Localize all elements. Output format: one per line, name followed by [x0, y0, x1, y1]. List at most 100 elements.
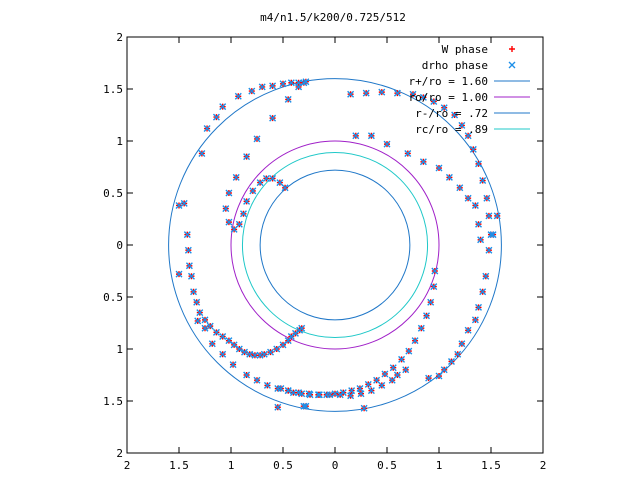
- drho-phase-point: [493, 212, 501, 220]
- y-axis: 2 1.5 1 0.5 0 0.5 1 1.5 2: [103, 31, 543, 460]
- drho-phase-point: [431, 267, 439, 275]
- drho-phase-point: [367, 132, 375, 140]
- drho-phase-point: [269, 82, 277, 90]
- drho-phase-point: [235, 345, 243, 353]
- drho-phase-point: [419, 158, 427, 166]
- drho-phase-point: [239, 210, 247, 218]
- drho-phase-point: [489, 231, 497, 239]
- legend-marker-sample: [509, 46, 515, 52]
- legend-label: W phase: [442, 43, 488, 56]
- drho-phase-point: [378, 88, 386, 96]
- x-tick-label: 2: [124, 459, 131, 472]
- drho-phase-point: [187, 272, 195, 280]
- drho-phase-point: [477, 236, 485, 244]
- phase-markers: [175, 78, 501, 412]
- y-tick-label: 2: [116, 447, 123, 460]
- drho-phase-point: [417, 324, 425, 332]
- ring-1: [230, 140, 440, 350]
- chart-title: m4/n1.5/k200/0.725/512: [260, 11, 406, 24]
- drho-phase-point: [315, 391, 323, 399]
- drho-phase-point: [383, 140, 391, 148]
- drho-phase-point: [194, 317, 202, 325]
- drho-phase-point: [219, 333, 227, 341]
- drho-phase-point: [222, 205, 230, 213]
- drho-phase-point: [469, 145, 477, 153]
- drho-phase-point: [212, 113, 220, 121]
- drho-phase-point: [273, 345, 281, 353]
- drho-phase-point: [284, 95, 292, 103]
- drho-phase-point: [225, 218, 233, 226]
- drho-phase-point: [230, 225, 238, 233]
- x-tick-label: 0.5: [273, 459, 293, 472]
- drho-phase-point: [402, 366, 410, 374]
- drho-phase-point: [479, 288, 487, 296]
- drho-phase-point: [274, 403, 282, 411]
- drho-phase-point: [208, 340, 216, 348]
- drho-phase-point: [246, 350, 254, 358]
- drho-phase-point: [175, 201, 183, 209]
- y-tick-label: 1.5: [103, 395, 123, 408]
- drho-phase-point: [479, 177, 487, 185]
- drho-phase-point: [279, 341, 287, 349]
- drho-phase-point: [440, 104, 448, 112]
- y-tick-label: 0.5: [103, 187, 123, 200]
- y-tick-label: 1: [116, 135, 123, 148]
- drho-phase-point: [458, 340, 466, 348]
- drho-phase-point: [357, 390, 365, 398]
- drho-phase-point: [206, 322, 214, 330]
- drho-phase-point: [243, 197, 251, 205]
- x-tick-label: 1: [228, 459, 235, 472]
- y-tick-label: 2: [116, 31, 123, 44]
- drho-phase-point: [464, 132, 472, 140]
- drho-phase-point: [277, 385, 285, 393]
- drho-phase-point: [475, 160, 483, 168]
- drho-phase-point: [425, 374, 433, 382]
- drho-phase-point: [267, 348, 275, 356]
- drho-phase-point: [427, 298, 435, 306]
- legend-label: drho phase: [422, 59, 488, 72]
- drho-phase-point: [398, 355, 406, 363]
- ring-0.72: [259, 169, 411, 321]
- drho-phase-point: [388, 376, 396, 384]
- x-tick-label: 0: [332, 459, 339, 472]
- drho-phase-point: [347, 90, 355, 98]
- drho-phase-point: [175, 270, 183, 278]
- x-axis: 2 1.5 1 0.5 0 0.5 1 1.5 2: [124, 37, 547, 472]
- drho-phase-point: [263, 381, 271, 389]
- drho-phase-point: [430, 97, 438, 105]
- drho-phase-point: [393, 89, 401, 97]
- drho-phase-point: [276, 179, 284, 187]
- drho-phase-point: [184, 246, 192, 254]
- drho-phase-point: [201, 316, 209, 324]
- drho-phase-point: [360, 404, 368, 412]
- drho-phase-point: [362, 89, 370, 97]
- drho-phase-point: [251, 351, 259, 359]
- drho-phase-point: [232, 173, 240, 181]
- drho-phase-point: [458, 121, 466, 129]
- drho-phase-point: [339, 389, 347, 397]
- drho-phase-point: [393, 371, 401, 379]
- x-tick-label: 2: [540, 459, 547, 472]
- drho-phase-point: [298, 390, 306, 398]
- drho-phase-point: [225, 337, 233, 345]
- drho-phase-point: [219, 103, 227, 111]
- drho-phase-point: [378, 381, 386, 389]
- drho-phase-point: [352, 132, 360, 140]
- drho-phase-point: [331, 390, 339, 398]
- drho-phase-point: [411, 337, 419, 345]
- drho-phase-point: [269, 114, 277, 122]
- drho-phase-point: [219, 350, 227, 358]
- drho-phase-point: [243, 153, 251, 161]
- drho-phase-point: [248, 87, 256, 95]
- drho-phase-point: [180, 199, 188, 207]
- drho-phase-point: [364, 380, 372, 388]
- drho-phase-point: [193, 298, 201, 306]
- drho-phase-point: [464, 326, 472, 334]
- ring-0.89: [241, 151, 429, 339]
- drho-phase-point: [198, 149, 206, 157]
- drho-phase-point: [289, 389, 297, 397]
- drho-phase-point: [269, 174, 277, 182]
- drho-phase-point: [229, 361, 237, 369]
- ring-1.6: [168, 78, 502, 412]
- drho-phase-point: [471, 316, 479, 324]
